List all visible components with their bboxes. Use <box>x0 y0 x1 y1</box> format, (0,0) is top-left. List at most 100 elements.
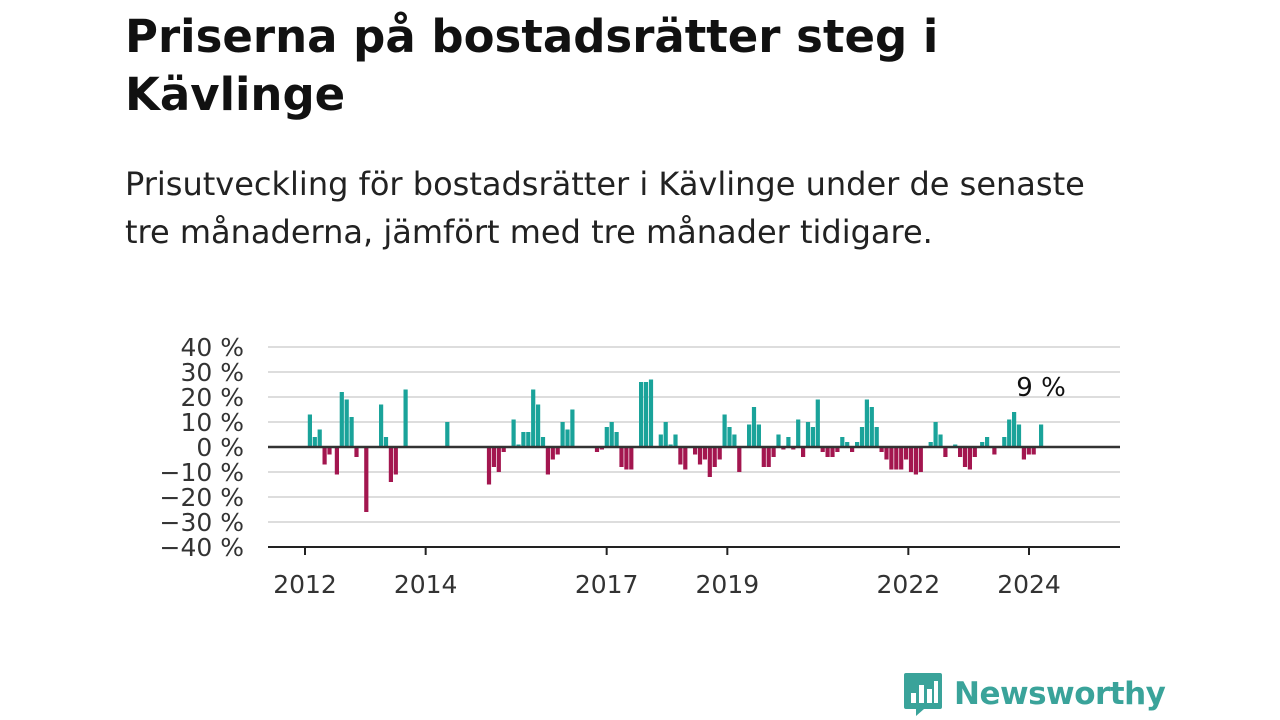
bar <box>683 447 688 470</box>
bar <box>737 447 742 472</box>
bar <box>820 447 825 452</box>
bar <box>364 447 369 512</box>
bar <box>747 424 752 447</box>
bar <box>712 447 717 467</box>
bar <box>312 437 317 447</box>
bar <box>751 407 757 447</box>
bar <box>639 382 644 447</box>
bar <box>334 447 339 475</box>
bar <box>445 422 450 447</box>
bar <box>658 434 663 447</box>
y-tick-label: −30 % <box>160 508 244 537</box>
bar <box>859 427 865 447</box>
y-axis-labels: 40 %30 %20 %10 %0 %−10 %−20 %−30 %−40 % <box>160 333 244 562</box>
bar <box>918 447 923 472</box>
y-tick-label: −10 % <box>160 458 244 487</box>
bar <box>550 447 555 460</box>
bar <box>594 447 600 452</box>
bar <box>536 404 541 447</box>
bar <box>1039 424 1044 447</box>
x-tick-label: 2017 <box>575 570 639 599</box>
bar <box>855 442 860 447</box>
bar <box>614 432 619 447</box>
bar <box>943 447 948 457</box>
bar <box>344 399 349 447</box>
bar <box>913 447 918 475</box>
bar <box>992 447 997 455</box>
bar <box>761 447 766 467</box>
newsworthy-logo: Newsworthy <box>902 670 1166 718</box>
bar <box>1012 412 1017 447</box>
bar <box>840 437 845 447</box>
bar <box>756 424 761 447</box>
x-tick-label: 2014 <box>394 570 458 599</box>
bar <box>663 422 668 447</box>
bar <box>307 414 312 447</box>
bar <box>967 447 972 470</box>
page-subtitle: Prisutveckling för bostadsrätter i Kävli… <box>125 165 1085 251</box>
bar <box>403 389 408 447</box>
bar <box>727 427 732 447</box>
chart-bars <box>307 379 1044 512</box>
bar <box>874 427 879 447</box>
bar <box>928 442 933 447</box>
page-title: Priserna på bostadsrätter steg i Kävling… <box>125 10 939 121</box>
bar <box>825 447 830 457</box>
bar <box>354 447 359 457</box>
bar <box>835 447 840 452</box>
bar <box>540 437 546 447</box>
chart-grid <box>268 346 1120 548</box>
bar <box>938 434 943 447</box>
bar <box>322 447 327 465</box>
bar <box>805 422 811 447</box>
bar <box>796 419 801 447</box>
bar <box>1007 419 1012 447</box>
bar <box>486 447 492 485</box>
bar <box>526 432 531 447</box>
bar <box>570 409 575 447</box>
bar <box>958 447 963 457</box>
bar <box>864 399 869 447</box>
bar <box>904 447 909 460</box>
bar <box>786 437 791 447</box>
bar <box>776 434 781 447</box>
bar <box>678 447 683 465</box>
bar <box>850 447 855 452</box>
bar <box>1031 447 1036 455</box>
y-tick-label: 10 % <box>180 408 244 437</box>
bar <box>521 432 526 447</box>
bar <box>624 447 629 470</box>
bar <box>1002 437 1007 447</box>
bar <box>393 447 398 475</box>
y-tick-label: 30 % <box>180 358 244 387</box>
bar <box>801 447 806 457</box>
bar <box>985 437 990 447</box>
x-tick-label: 2022 <box>877 570 941 599</box>
bar <box>869 407 874 447</box>
bar <box>511 419 516 447</box>
bar <box>501 447 506 452</box>
bar <box>327 447 332 455</box>
bar <box>771 447 776 457</box>
bar <box>766 447 771 467</box>
bar <box>560 422 565 447</box>
bar <box>317 429 322 447</box>
bar <box>349 417 354 447</box>
bar <box>604 427 609 447</box>
bar <box>383 437 389 447</box>
bar <box>889 447 894 470</box>
bar <box>884 447 889 460</box>
bar <box>388 447 393 482</box>
chart-axes <box>268 445 1120 555</box>
bar <box>555 447 560 455</box>
bar <box>1026 447 1031 455</box>
bar <box>673 434 678 447</box>
bar <box>1016 424 1022 447</box>
bar <box>702 447 707 460</box>
bar <box>693 447 698 455</box>
x-tick-label: 2019 <box>696 570 760 599</box>
bar <box>545 447 550 475</box>
bar <box>717 447 722 460</box>
bar <box>629 447 634 470</box>
bar <box>609 422 614 447</box>
